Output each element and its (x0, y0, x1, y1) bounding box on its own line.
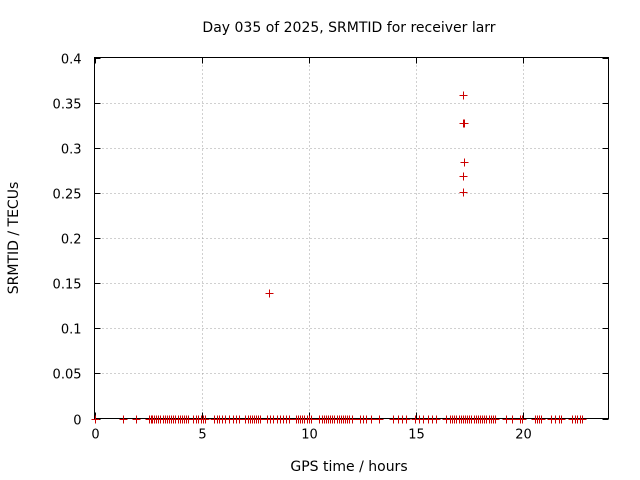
data-point (285, 415, 294, 424)
y-tick-label: 0.3 (61, 143, 82, 158)
y-tick-label: 0.2 (61, 233, 82, 248)
data-point (132, 415, 141, 424)
y-tick-label: 0.15 (53, 278, 82, 293)
data-point (459, 188, 468, 197)
chart-title: Day 035 of 2025, SRMTID for receiver lar… (202, 20, 495, 36)
data-point (265, 289, 274, 298)
x-tick-label: 5 (198, 428, 206, 443)
data-point (91, 415, 100, 424)
y-tick-label: 0.05 (53, 368, 82, 383)
y-tick-label: 0.1 (61, 323, 82, 338)
data-point (459, 172, 468, 181)
data-point (460, 119, 469, 128)
data-point (367, 415, 376, 424)
data-point (460, 158, 469, 167)
data-point (578, 415, 587, 424)
y-tick-label: 0 (73, 414, 81, 429)
y-tick-label: 0.35 (53, 98, 82, 113)
y-tick-label: 0.25 (53, 188, 82, 203)
data-point (348, 415, 357, 424)
x-tick-label: 0 (91, 428, 99, 443)
data-point (375, 415, 384, 424)
x-tick-label: 10 (301, 428, 318, 443)
data-point (537, 415, 546, 424)
y-tick-label: 0.4 (61, 53, 82, 68)
data-point (201, 415, 210, 424)
plot-frame (94, 57, 609, 419)
data-point (508, 415, 517, 424)
x-tick-label: 15 (408, 428, 425, 443)
data-point (402, 415, 411, 424)
data-point (459, 91, 468, 100)
data-point (256, 415, 265, 424)
data-point (557, 415, 566, 424)
data-point (518, 415, 527, 424)
data-points (91, 91, 587, 424)
data-point (307, 415, 316, 424)
data-point (491, 415, 500, 424)
data-point (432, 415, 441, 424)
y-axis-label: SRMTID / TECUs (6, 182, 22, 295)
grid-lines (94, 57, 609, 419)
data-point (119, 415, 128, 424)
x-axis-label: GPS time / hours (290, 459, 407, 475)
axis-ticks (94, 57, 609, 420)
x-tick-label: 20 (515, 428, 532, 443)
tick-labels: 0 0.05 0.1 0.15 0.2 0.25 0.3 0.35 0.4 0 5 10 15 20 (53, 53, 532, 443)
